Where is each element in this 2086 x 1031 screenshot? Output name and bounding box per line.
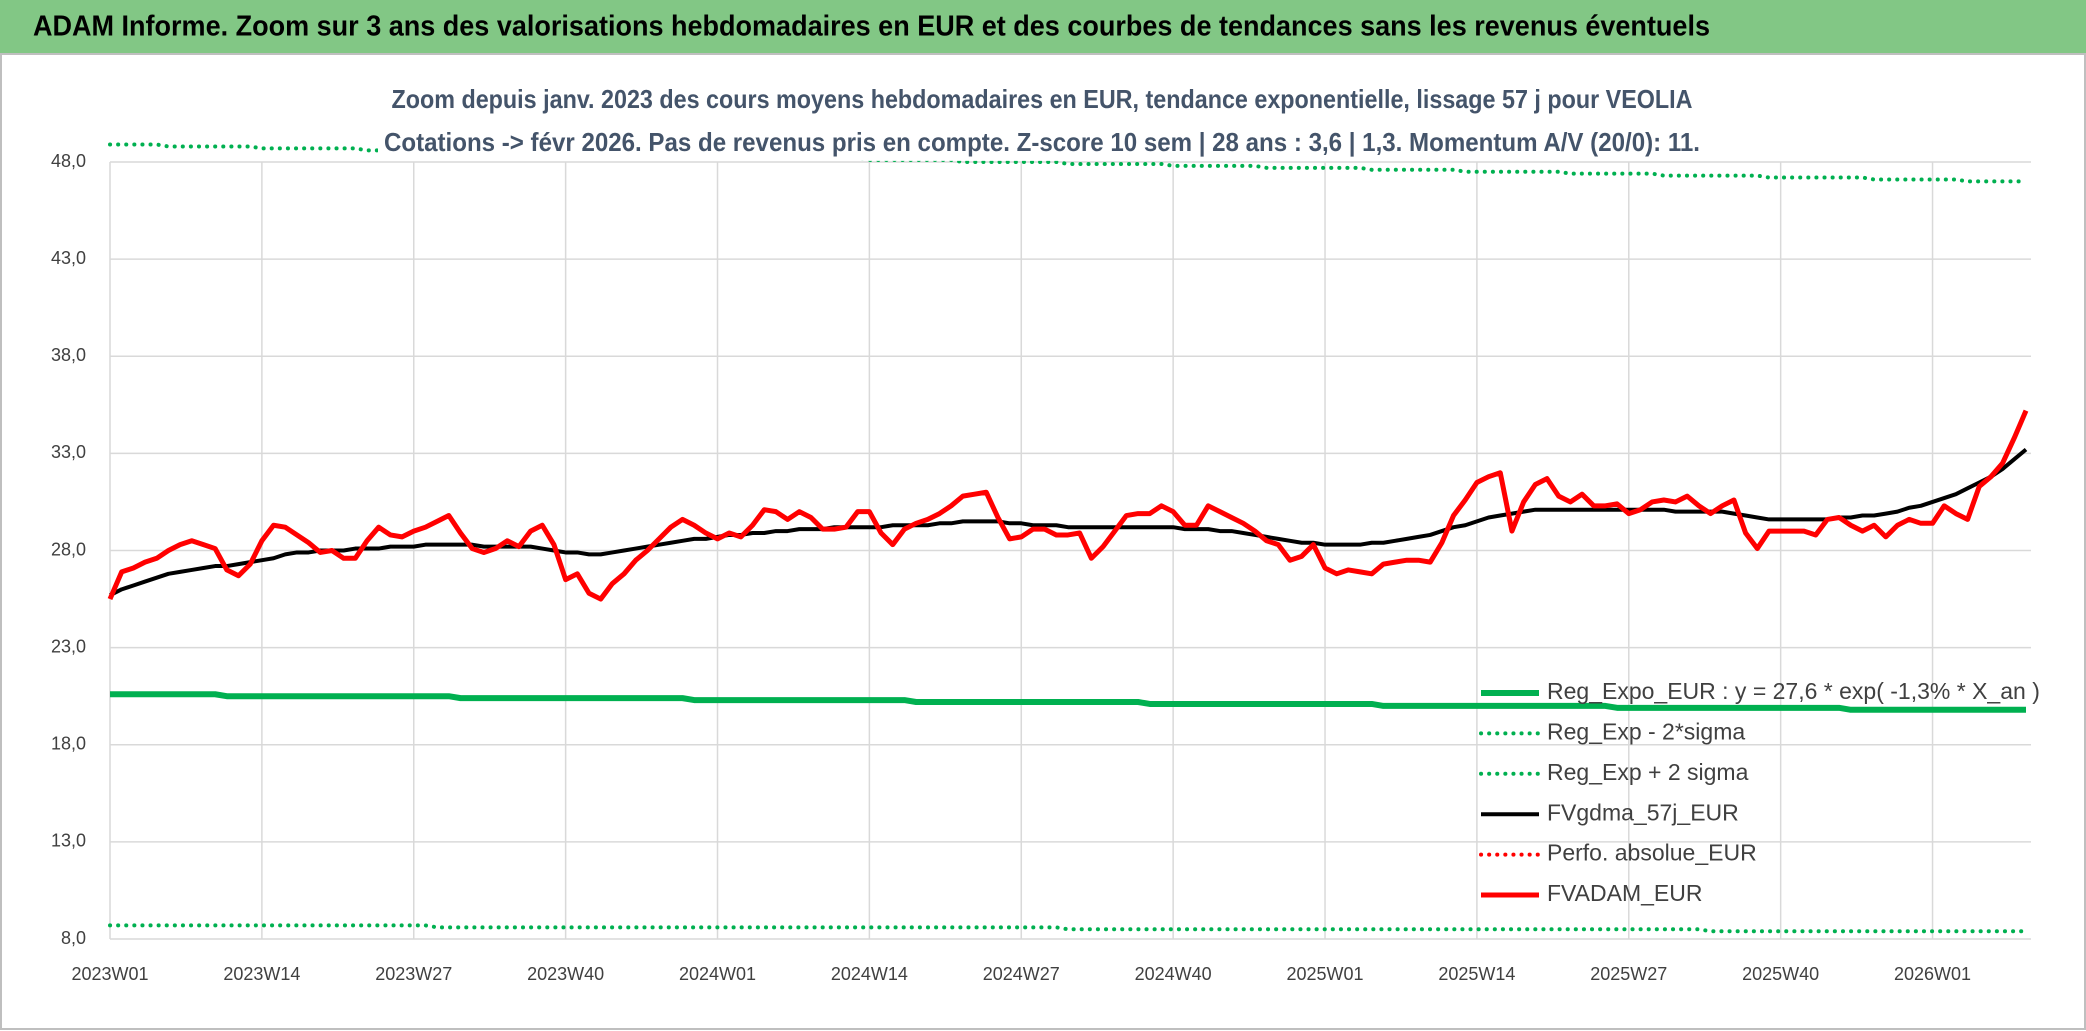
- legend-label: Perfo. absolue_EUR: [1547, 840, 1757, 866]
- series-line: [108, 923, 2028, 934]
- legend-label: FVgdma_57j_EUR: [1547, 799, 1739, 825]
- grid: 8,0 13,0 18,0 23,0 28,0 33,0 38,0 43,0 48,0 2023W…: [51, 151, 2031, 984]
- y-tick-label: 23,0: [51, 636, 86, 656]
- legend: Reg_Expo_EUR : y = 27,6 * exp( -1,3% * X…: [1479, 678, 2040, 906]
- x-tick-label: 2024W40: [1135, 964, 1212, 984]
- chart-subtitle: Cotations -> févr 2026. Pas de revenus p…: [384, 127, 1700, 157]
- x-tick-label: 2023W14: [223, 964, 300, 984]
- series-line: [110, 691, 2026, 713]
- series-line: [107, 409, 2029, 602]
- y-tick-label: 43,0: [51, 248, 86, 268]
- legend-label: Reg_Exp + 2 sigma: [1547, 759, 1749, 785]
- x-tick-label: 2025W27: [1590, 964, 1667, 984]
- plot-lines: [107, 142, 2029, 934]
- header-bar: [0, 0, 2086, 54]
- x-tick-label: 2024W01: [679, 964, 756, 984]
- y-tick-label: 13,0: [51, 831, 86, 851]
- x-tick-label: 2025W14: [1438, 964, 1515, 984]
- chart-titles: Zoom depuis janv. 2023 des cours moyens …: [378, 79, 1706, 161]
- header-title: ADAM Informe. Zoom sur 3 ans des valoris…: [33, 11, 1710, 43]
- series-line: [109, 447, 2028, 597]
- x-tick-label: 2023W27: [375, 964, 452, 984]
- legend-label: Reg_Exp - 2*sigma: [1547, 718, 1745, 744]
- x-tick-label: 2023W01: [71, 964, 148, 984]
- chart-title: Zoom depuis janv. 2023 des cours moyens …: [392, 84, 1693, 114]
- y-tick-label: 48,0: [51, 151, 86, 171]
- title-background: [385, 79, 1699, 118]
- y-tick-label: 28,0: [51, 539, 86, 559]
- legend-label: FVADAM_EUR: [1547, 880, 1703, 906]
- title-background: [378, 122, 1706, 161]
- y-tick-label: 8,0: [61, 928, 86, 948]
- x-tick-label: 2025W01: [1286, 964, 1363, 984]
- x-tick-label: 2024W27: [983, 964, 1060, 984]
- chart-frame: [0, 53, 2086, 1030]
- y-tick-label: 18,0: [51, 734, 86, 754]
- x-tick-label: 2026W01: [1894, 964, 1971, 984]
- x-tick-label: 2023W40: [527, 964, 604, 984]
- legend-label: Reg_Expo_EUR : y = 27,6 * exp( -1,3% * X…: [1547, 678, 2040, 704]
- x-tick-label: 2025W40: [1742, 964, 1819, 984]
- y-tick-label: 38,0: [51, 345, 86, 365]
- x-tick-label: 2024W14: [831, 964, 908, 984]
- y-tick-label: 33,0: [51, 442, 86, 462]
